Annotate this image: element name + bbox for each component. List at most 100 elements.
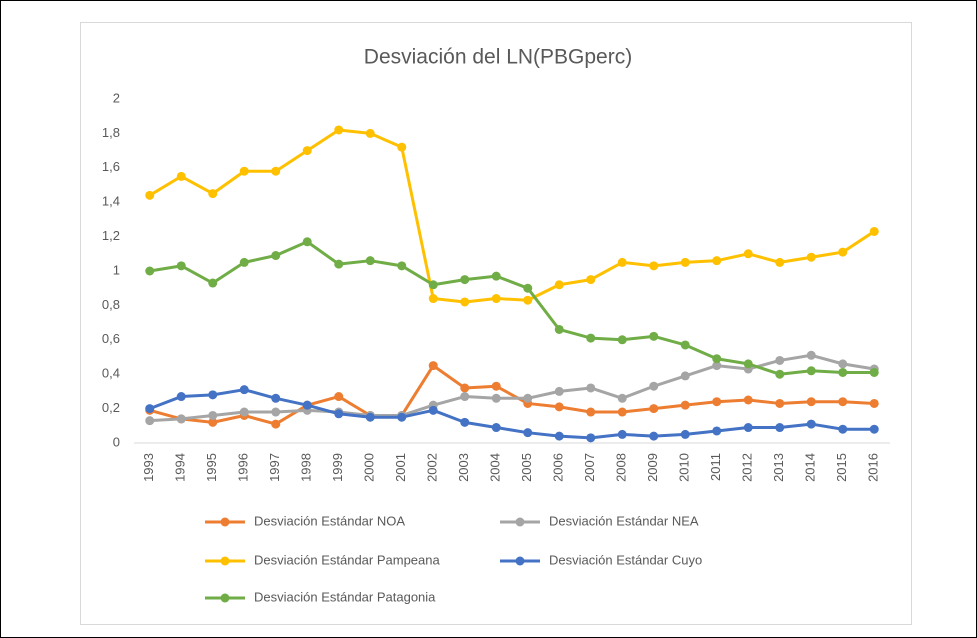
series-marker (334, 125, 344, 135)
series-marker (491, 294, 501, 304)
series-marker (743, 423, 753, 433)
x-tick-label: 2010 (677, 453, 692, 482)
series-marker (775, 369, 785, 379)
series-marker (586, 383, 596, 393)
series-marker (806, 366, 816, 376)
legend-marker (220, 556, 230, 566)
series-marker (712, 256, 722, 266)
series-marker (806, 350, 816, 360)
series-marker (491, 381, 501, 391)
series-marker (617, 335, 627, 345)
series-marker (680, 371, 690, 381)
series-marker (491, 393, 501, 403)
series-marker (869, 424, 879, 434)
legend-marker (515, 517, 525, 527)
x-tick-label: 2002 (425, 453, 440, 482)
series-marker (617, 407, 627, 417)
x-tick-label: 2007 (582, 453, 597, 482)
series-marker (334, 409, 344, 419)
series-marker (145, 404, 155, 414)
series-marker (617, 393, 627, 403)
x-tick-label: 2009 (645, 453, 660, 482)
series-marker (775, 398, 785, 408)
series-marker (554, 431, 564, 441)
series-marker (302, 400, 312, 410)
series-marker (239, 166, 249, 176)
y-tick-label: 2 (113, 90, 120, 105)
series-marker (869, 398, 879, 408)
series-marker (271, 407, 281, 417)
series-marker (523, 393, 533, 403)
series-marker (586, 333, 596, 343)
chart-title: Desviación del LN(PBGperc) (364, 46, 632, 69)
series-marker (649, 431, 659, 441)
series-marker (302, 146, 312, 156)
series-marker (554, 386, 564, 396)
series-marker (523, 283, 533, 293)
series-marker (145, 190, 155, 200)
legend-label: Desviación Estándar Pampeana (254, 552, 440, 567)
x-tick-label: 1994 (173, 453, 188, 482)
x-tick-label: 2004 (488, 453, 503, 482)
x-tick-label: 2003 (456, 453, 471, 482)
series-marker (271, 393, 281, 403)
x-tick-label: 1995 (204, 453, 219, 482)
legend-label: Desviación Estándar NOA (254, 513, 405, 528)
x-tick-label: 1999 (330, 453, 345, 482)
legend-marker (220, 517, 230, 527)
series-marker (617, 429, 627, 439)
series-marker (208, 278, 218, 288)
x-tick-label: 2014 (803, 453, 818, 482)
series-line (148, 128, 876, 304)
series-marker (365, 256, 375, 266)
series-marker (176, 261, 186, 271)
legend-marker (220, 593, 230, 603)
series-marker (176, 414, 186, 424)
series-marker (680, 400, 690, 410)
series-marker (649, 404, 659, 414)
series-marker (586, 433, 596, 443)
y-tick-label: 0,4 (102, 366, 120, 381)
x-tick-label: 2015 (834, 453, 849, 482)
series-marker (491, 423, 501, 433)
series-marker (397, 412, 407, 422)
series-marker (806, 252, 816, 262)
series-line (149, 364, 875, 426)
series-marker (460, 392, 470, 402)
series-marker (649, 381, 659, 391)
x-tick-label: 2011 (708, 453, 723, 481)
y-tick-label: 1,4 (102, 194, 120, 209)
x-tick-label: 2016 (866, 453, 881, 482)
series-marker (680, 257, 690, 267)
series-marker (523, 295, 533, 305)
y-tick-label: 1,2 (102, 228, 120, 243)
series-marker (428, 405, 438, 415)
series-marker (208, 417, 218, 427)
y-tick-label: 0,6 (102, 331, 120, 346)
series-marker (334, 259, 344, 269)
series-marker (586, 275, 596, 285)
series-marker (838, 247, 848, 257)
series-marker (680, 429, 690, 439)
series-marker (271, 251, 281, 261)
series-marker (176, 171, 186, 181)
series-marker (208, 189, 218, 199)
x-tick-label: 2005 (519, 453, 534, 482)
series-marker (397, 261, 407, 271)
series-marker (775, 355, 785, 365)
series-marker (491, 271, 501, 281)
x-tick-label: 1993 (141, 453, 156, 482)
legend-label: Desviación Estándar Cuyo (549, 552, 702, 567)
chart-area (80, 22, 912, 625)
x-tick-label: 2012 (740, 453, 755, 482)
series-marker (712, 426, 722, 436)
legend-marker (515, 556, 525, 566)
series-marker (397, 142, 407, 152)
series-marker (428, 280, 438, 290)
y-tick-label: 0,8 (102, 297, 120, 312)
x-tick-label: 2008 (614, 453, 629, 482)
series-marker (554, 402, 564, 412)
legend-label: Desviación Estándar NEA (549, 513, 699, 528)
series-marker (145, 266, 155, 276)
series-marker (554, 324, 564, 334)
